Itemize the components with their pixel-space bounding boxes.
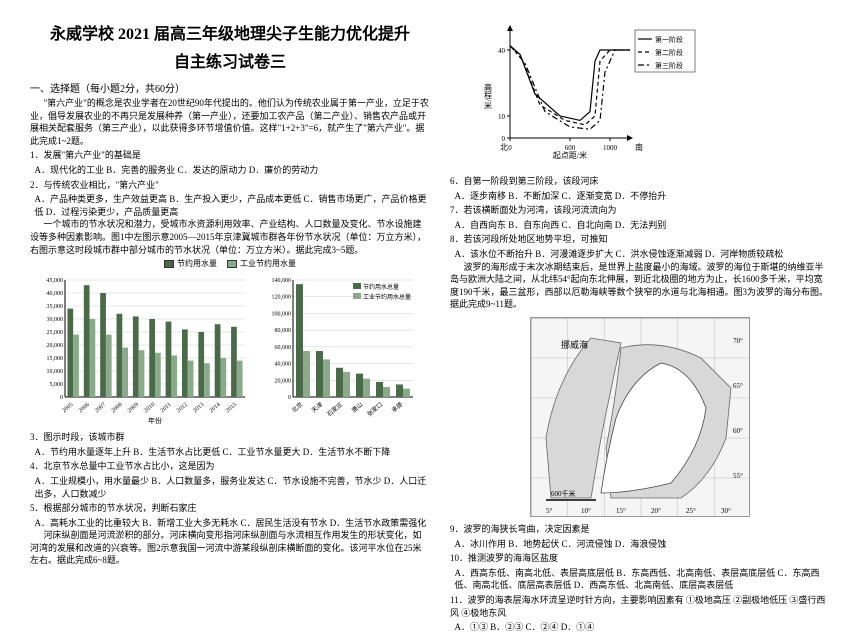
svg-text:石家庄: 石家庄 [325, 401, 344, 419]
svg-text:第三阶段: 第三阶段 [655, 61, 683, 70]
svg-text:天津: 天津 [311, 401, 325, 414]
svg-text:工业节约用水总量: 工业节约用水总量 [363, 293, 411, 301]
svg-text:0: 0 [60, 395, 63, 401]
svg-text:挪威海: 挪威海 [561, 339, 588, 350]
svg-text:2015: 2015 [225, 402, 238, 414]
chart1-legend: 节约用水量 工业节约用水量 [30, 258, 430, 269]
svg-text:140,000: 140,000 [272, 278, 292, 284]
baltic-map: 挪威海 70° 65° 60° 55° 5° 10° 15° 20° 25° 30° 600千米 [530, 317, 750, 517]
svg-text:2014: 2014 [209, 402, 222, 414]
q6-stem: 6．自第一阶段到第三阶段，该段河床 [450, 175, 830, 188]
page-subtitle: 自主练习试卷三 [30, 48, 430, 72]
q10-stem: 10．推测波罗的海海区盐度 [450, 552, 830, 565]
legend-label: 节约用水量 [177, 258, 217, 269]
q7-stem: 7．若该横断面处为河湾，该段河流流向为 [450, 204, 830, 217]
legend-label: 工业节约用水量 [240, 258, 296, 269]
svg-text:起点距/米: 起点距/米 [553, 150, 587, 160]
q9-opts: A．冰川作用 B．地势起伏 C．河流侵蚀 D．海浪侵蚀 [455, 538, 831, 551]
q8-opts: A．该水位不断抬升 B．河漫滩逐步扩大 C．洪水侵蚀逐渐减弱 D．河岸物质较疏松 [455, 248, 831, 261]
svg-text:南: 南 [635, 142, 643, 152]
svg-text:30°: 30° [721, 507, 731, 515]
svg-text:5,000: 5,000 [50, 382, 64, 388]
svg-text:40,000: 40,000 [47, 291, 64, 297]
svg-text:35,000: 35,000 [47, 304, 64, 310]
bar-chart-1: 0 5,000 10,000 15,000 20,000 25,000 30,000 35,0… [30, 275, 250, 425]
svg-text:2007: 2007 [94, 402, 107, 414]
svg-text:2011: 2011 [160, 402, 173, 414]
svg-text:70°: 70° [733, 337, 743, 345]
svg-text:节约用水总量: 节约用水总量 [363, 283, 399, 291]
svg-text:年份: 年份 [148, 416, 162, 425]
svg-text:40,000: 40,000 [275, 362, 292, 368]
svg-text:承德: 承德 [390, 401, 404, 415]
svg-text:65°: 65° [733, 382, 743, 390]
svg-text:80,000: 80,000 [275, 328, 292, 334]
svg-text:20°: 20° [651, 507, 661, 515]
svg-text:20,000: 20,000 [47, 343, 64, 349]
intro-9-11: 波罗的海形成于末次冰期结束后，是世界上盐度最小的海域。波罗的海位于斯堪的纳维亚半… [450, 261, 830, 311]
svg-text:15,000: 15,000 [47, 356, 64, 362]
q2-stem: 2．与传统农业相比，"第六产业" [30, 179, 430, 192]
svg-text:15°: 15° [616, 507, 626, 515]
svg-text:10°: 10° [581, 507, 591, 515]
svg-text:0: 0 [288, 395, 291, 401]
bar-chart-2: 0 20,000 40,000 60,000 80,000 100,000 120,000 1… [258, 275, 418, 425]
q3-opts: A．节约用水量逐年上升 B．生活节水占比更低 C．工业节水量更大 D．生活节水不… [35, 446, 431, 459]
svg-text:20,000: 20,000 [275, 378, 292, 384]
svg-text:25,000: 25,000 [47, 330, 64, 336]
svg-text:120,000: 120,000 [272, 295, 292, 301]
q10-opts: A．西高东低、南高北低、表层高底层低 B．东高西低、北高南低、表层高底层低 C．… [455, 567, 831, 592]
svg-text:2013: 2013 [192, 402, 205, 414]
svg-text:第二阶段: 第二阶段 [655, 48, 683, 57]
q1-stem: 1．发展"第六产业"的基础是 [30, 149, 430, 162]
q8-stem: 8．若该河段所处地区地势平坦，可推知 [450, 233, 830, 246]
svg-text:高程/米: 高程/米 [484, 82, 493, 110]
svg-text:北京: 北京 [290, 401, 304, 415]
svg-text:第一阶段: 第一阶段 [655, 35, 683, 44]
q2-opts: A．产品种类更多，生产效益更高 B．生产投入更少，产品成本更低 C．销售市场更广… [35, 193, 431, 218]
svg-text:60°: 60° [733, 427, 743, 435]
q9-stem: 9．波罗的海狭长弯曲，决定因素是 [450, 523, 830, 536]
q4-stem: 4．北京节水总量中工业节水占比小，这是因为 [30, 460, 430, 473]
svg-text:55°: 55° [733, 472, 743, 480]
intro-3-5: 一个城市的节水状况和潜力，受城市水资源利用效率、产业结构、人口数量及变化、节水设… [30, 218, 430, 256]
svg-text:10: 10 [498, 113, 506, 121]
svg-text:5°: 5° [546, 507, 553, 515]
q4-opts: A．工业规模小，用水量最少 B．人口数量多，服务业发达 C．节水设施不完善，节水… [35, 475, 431, 500]
q3-stem: 3．图示时段，该城市群 [30, 431, 430, 444]
svg-text:10,000: 10,000 [47, 369, 64, 375]
svg-text:30,000: 30,000 [47, 317, 64, 323]
svg-text:0: 0 [508, 144, 512, 152]
svg-text:40: 40 [498, 47, 506, 55]
svg-text:25°: 25° [686, 507, 696, 515]
svg-text:2008: 2008 [111, 402, 124, 414]
svg-text:2005: 2005 [61, 402, 74, 414]
svg-text:张家口: 张家口 [365, 401, 384, 419]
svg-text:唐山: 唐山 [350, 401, 364, 415]
charts-row: 0 5,000 10,000 15,000 20,000 25,000 30,000 35,0… [30, 275, 430, 425]
svg-text:600千米: 600千米 [551, 489, 576, 498]
section-header: 一、选择题（每小题2分，共60分） [30, 80, 430, 95]
svg-text:2012: 2012 [176, 402, 189, 414]
svg-text:1000: 1000 [603, 144, 618, 152]
svg-text:60,000: 60,000 [275, 345, 292, 351]
q7-opts: A．自西向东 B．自东向西 C．自北向南 D．无法判别 [455, 219, 831, 232]
line-chart-profile: 0600100001040高程/米起点距/米北南第一阶段第二阶段第三阶段 [480, 20, 700, 160]
svg-text:100,000: 100,000 [272, 312, 292, 318]
q11-opts: A．①③ B．②③ C．②④ D．①④ [455, 621, 831, 634]
q5-stem: 5．根据部分城市的节水状况，判断石家庄 [30, 502, 430, 515]
q1-opts: A．现代化的工业 B．完善的服务业 C．发达的原动力 D．廉价的劳动力 [35, 164, 431, 177]
q6-opts: A．逐步南移 B．不断加深 C．逐渐变宽 D．不停抬升 [455, 190, 831, 203]
svg-text:2010: 2010 [143, 402, 156, 414]
page-title: 永威学校 2021 届高三年级地理尖子生能力优化提升 [30, 20, 430, 44]
q5-opts: A．高耗水工业的比重较大 B．新增工业大多无耗水 C．居民生活没有节水 D．生活… [35, 517, 431, 530]
intro-6-8: 河床纵剖面是河流淤积的部分。河床横向变形指河床纵剖面与水流相互作用发生的形状变化… [30, 529, 430, 567]
svg-text:2009: 2009 [127, 402, 140, 414]
svg-text:45,000: 45,000 [47, 278, 64, 284]
intro-1-2: "第六产业"的概念是农业学者在20世纪90年代提出的。他们认为传统农业属于第一产… [30, 97, 430, 147]
svg-text:0: 0 [502, 135, 506, 143]
svg-text:2006: 2006 [78, 402, 91, 414]
svg-text:北: 北 [500, 143, 508, 152]
